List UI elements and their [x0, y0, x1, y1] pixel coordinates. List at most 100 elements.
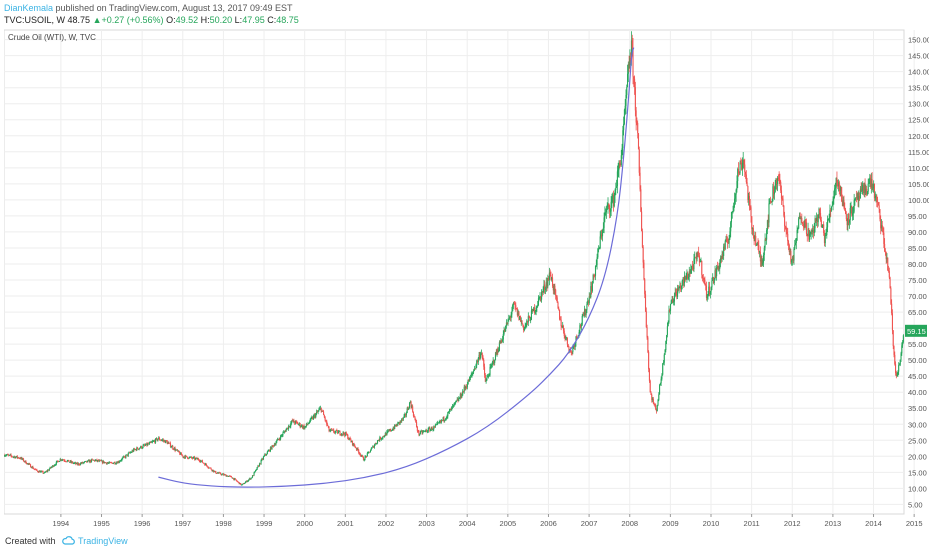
y-tick-label: 65.00 [908, 308, 927, 317]
candle-body [374, 443, 376, 446]
candle-body [725, 238, 727, 242]
candle-body [238, 482, 240, 484]
candle-body [267, 450, 269, 452]
y-tick-label: 130.00 [908, 100, 929, 109]
candle-body [172, 446, 174, 449]
candle-body [430, 427, 432, 430]
candle-body [358, 450, 360, 454]
x-tick-label: 2012 [784, 519, 801, 528]
candle-body [466, 384, 468, 388]
candle-body [831, 205, 833, 207]
candle-body [387, 430, 389, 432]
candle-body [20, 457, 22, 459]
candle-body [612, 194, 615, 207]
candle-body [33, 468, 35, 470]
candle-body [348, 438, 350, 440]
candle-body [541, 291, 543, 293]
candle-body [283, 431, 286, 433]
candle-body [43, 472, 45, 474]
candle-body [223, 473, 225, 476]
candle-body [28, 463, 30, 465]
candle-body [480, 352, 482, 354]
candle-body [158, 437, 160, 440]
candle-body [203, 463, 205, 464]
candle-body [783, 205, 785, 216]
candle-body [575, 336, 577, 343]
candle-body [112, 462, 114, 464]
author-link[interactable]: DianKemala [4, 3, 54, 13]
candle-body [792, 257, 794, 261]
candle-body [555, 295, 557, 298]
candle-body [130, 452, 132, 454]
candle-body [766, 220, 768, 231]
candle-body [195, 457, 197, 459]
candle-body [99, 460, 101, 462]
candle-body [469, 377, 471, 382]
tradingview-brand-link[interactable]: TradingView [78, 536, 128, 546]
candle-body [237, 481, 239, 483]
candle-body [644, 279, 646, 295]
chart-area[interactable]: 5.00 10.00 15.00 20.00 25.00 30.00 35.00 40.00 4… [3, 28, 931, 533]
candle-body [219, 472, 221, 475]
candle-body [765, 239, 767, 241]
candle-body [744, 164, 746, 172]
candle-body [874, 197, 876, 199]
candle-body [880, 219, 882, 229]
candle-body [476, 360, 478, 366]
candle-body [293, 419, 295, 423]
candle-body [381, 437, 383, 439]
candle-body [137, 448, 139, 450]
candle-body [670, 300, 672, 305]
candle-body [540, 296, 542, 300]
low-value: 47.95 [242, 15, 265, 25]
candle-body [634, 87, 636, 111]
candle-body [829, 210, 831, 219]
candle-body [734, 198, 736, 203]
candle-body [572, 347, 574, 353]
candle-body [465, 386, 467, 389]
candle-body [729, 231, 731, 239]
candle-body [676, 292, 678, 297]
candle-body [761, 259, 763, 265]
candle-body [234, 478, 236, 480]
candle-body [182, 455, 184, 458]
candle-body [181, 455, 183, 456]
candle-body [591, 283, 593, 291]
candle-body [177, 450, 179, 452]
chart-header: DianKemala published on TradingView.com,… [4, 2, 924, 26]
candle-body [198, 458, 200, 460]
x-tick-label: 1994 [53, 519, 70, 528]
candle-body [83, 462, 85, 464]
candle-body [586, 304, 588, 311]
candle-body [101, 460, 103, 462]
candle-body [15, 456, 18, 457]
candle-body [88, 460, 90, 463]
candle-body [8, 454, 11, 456]
candle-body [566, 337, 568, 345]
candle-body [295, 421, 297, 422]
candle-body [477, 358, 479, 362]
candle-body [62, 459, 64, 461]
candle-body [157, 439, 159, 441]
candle-body [76, 462, 79, 465]
candle-body [889, 277, 891, 289]
candle-body [763, 247, 765, 256]
candle-body [247, 480, 249, 482]
candle-body [887, 270, 890, 272]
plot-background [3, 29, 905, 515]
candle-body [789, 251, 791, 252]
price-chart[interactable]: 5.00 10.00 15.00 20.00 25.00 30.00 35.00 40.00 4… [3, 28, 931, 533]
candle-body [623, 123, 625, 131]
candle-body [427, 428, 429, 432]
candle-body [860, 188, 862, 191]
candle-body [584, 308, 586, 315]
candle-body [151, 441, 153, 443]
candle-body [593, 274, 595, 276]
candle-body [75, 462, 77, 465]
candle-body [15, 456, 17, 459]
candle-body [687, 276, 690, 279]
candle-body [458, 398, 461, 399]
x-tick-label: 2001 [337, 519, 354, 528]
candle-body [241, 484, 243, 485]
candle-body [207, 466, 209, 468]
